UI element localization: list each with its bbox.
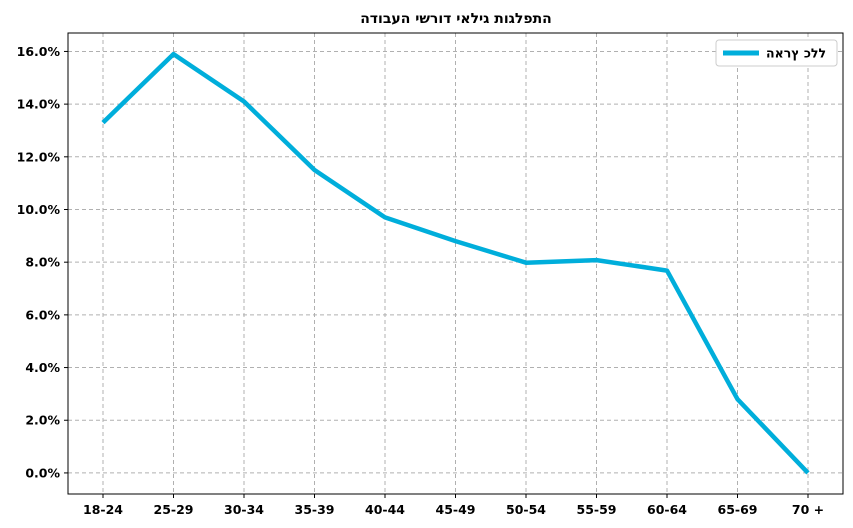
x-tick-label: 18-24 bbox=[83, 502, 123, 517]
y-axis: 0.0% 2.0% 4.0% 6.0% 8.0% 10.0% 12.0% 14.0% 16.0% bbox=[17, 44, 68, 480]
x-tick-label: 70 + bbox=[792, 502, 824, 517]
plot-frame bbox=[67, 32, 844, 495]
x-tick-label: 45-49 bbox=[436, 502, 476, 517]
legend-box bbox=[715, 39, 838, 67]
x-axis: 18-24 25-29 30-34 35-39 40-44 45-49 50-54 55-59… bbox=[83, 494, 824, 517]
y-tick-label: 8.0% bbox=[25, 255, 60, 270]
y-tick-label: 16.0% bbox=[17, 44, 61, 59]
legend: ללכ ץראה bbox=[715, 39, 838, 67]
x-tick-label: 40-44 bbox=[365, 502, 405, 517]
y-tick-label: 4.0% bbox=[25, 360, 60, 375]
x-tick-label: 65-69 bbox=[718, 502, 758, 517]
x-tick-label: 30-34 bbox=[224, 502, 264, 517]
x-tick-label: 55-59 bbox=[577, 502, 617, 517]
y-tick-label: 14.0% bbox=[17, 97, 61, 112]
x-tick-label: 50-54 bbox=[506, 502, 546, 517]
y-tick-label: 2.0% bbox=[25, 413, 60, 428]
y-tick-label: 12.0% bbox=[17, 149, 61, 164]
chart-title: התפלגות גילאי דורשי העבודה bbox=[360, 11, 552, 27]
y-tick-label: 6.0% bbox=[25, 307, 60, 322]
x-tick-label: 60-64 bbox=[647, 502, 687, 517]
series-layer bbox=[101, 51, 810, 475]
x-tick-label: 25-29 bbox=[154, 502, 194, 517]
x-tick-label: 35-39 bbox=[295, 502, 335, 517]
grid-lines bbox=[68, 33, 843, 494]
y-tick-label: 0.0% bbox=[25, 465, 60, 480]
series-line bbox=[101, 51, 810, 475]
legend-label: ללכ ץראה bbox=[766, 46, 826, 61]
y-tick-label: 10.0% bbox=[17, 202, 61, 217]
